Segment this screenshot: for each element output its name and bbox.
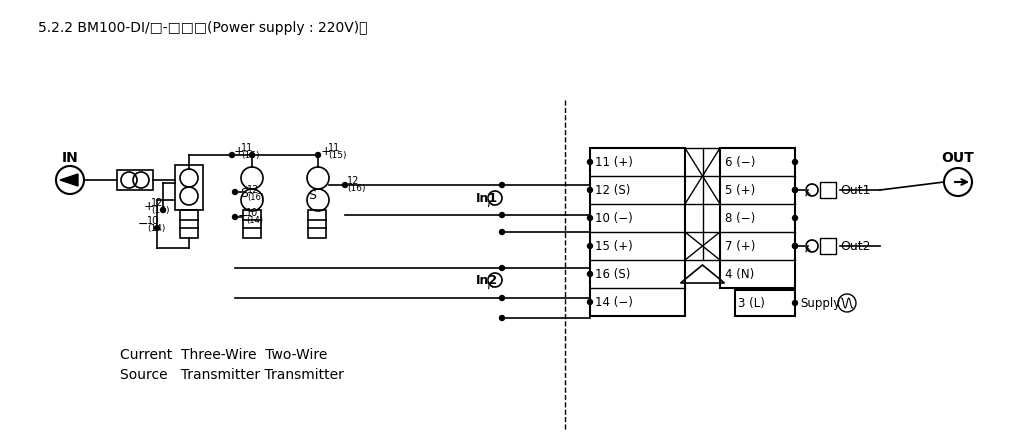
- Bar: [175, 165, 203, 210]
- Circle shape: [233, 215, 238, 220]
- Bar: [735, 290, 795, 316]
- Text: 7 (+): 7 (+): [725, 240, 756, 253]
- Bar: [308, 210, 326, 238]
- Circle shape: [792, 188, 797, 193]
- Bar: [820, 182, 836, 198]
- Text: S: S: [240, 186, 248, 199]
- Text: In2: In2: [476, 273, 498, 287]
- Circle shape: [499, 182, 504, 188]
- Text: OUT: OUT: [941, 151, 974, 165]
- Text: Out1: Out1: [840, 184, 871, 197]
- Text: Out2: Out2: [840, 240, 871, 253]
- Text: 5 (+): 5 (+): [725, 184, 756, 197]
- Text: +: +: [234, 145, 245, 158]
- Text: 12 (S): 12 (S): [595, 184, 630, 197]
- Circle shape: [499, 296, 504, 301]
- Text: 8 (−): 8 (−): [725, 211, 756, 224]
- Text: (14): (14): [147, 224, 165, 233]
- Polygon shape: [60, 174, 78, 186]
- Text: 10: 10: [246, 208, 258, 218]
- Text: (16): (16): [247, 193, 264, 202]
- Circle shape: [587, 271, 592, 276]
- Text: IN: IN: [61, 151, 79, 165]
- Circle shape: [154, 225, 159, 231]
- Bar: [820, 238, 836, 254]
- Text: (16): (16): [151, 206, 169, 215]
- Circle shape: [587, 300, 592, 305]
- Text: 10 (−): 10 (−): [595, 211, 633, 224]
- Circle shape: [160, 207, 165, 212]
- Text: (15): (15): [328, 151, 346, 159]
- Text: 14 (−): 14 (−): [595, 296, 633, 309]
- Text: 16 (S): 16 (S): [595, 267, 630, 280]
- Text: 12: 12: [247, 185, 259, 195]
- Circle shape: [587, 159, 592, 164]
- Bar: [720, 148, 795, 288]
- Circle shape: [249, 152, 254, 158]
- Circle shape: [587, 188, 592, 193]
- Circle shape: [499, 212, 504, 217]
- Circle shape: [499, 229, 504, 234]
- Text: 12: 12: [151, 198, 163, 208]
- Text: (16): (16): [347, 184, 366, 193]
- Text: 11: 11: [241, 143, 253, 153]
- Text: 6 (−): 6 (−): [725, 155, 756, 168]
- Circle shape: [792, 215, 797, 220]
- Text: (15): (15): [241, 151, 259, 159]
- Text: 3 (L): 3 (L): [738, 297, 765, 310]
- Bar: [590, 148, 685, 316]
- Text: Supply: Supply: [800, 297, 840, 310]
- Text: −: −: [238, 210, 248, 223]
- Text: In1: In1: [476, 191, 498, 204]
- Circle shape: [792, 159, 797, 164]
- Circle shape: [587, 244, 592, 249]
- Text: 11: 11: [328, 143, 340, 153]
- Circle shape: [499, 266, 504, 271]
- Circle shape: [499, 315, 504, 320]
- Circle shape: [315, 152, 321, 158]
- Text: 12: 12: [347, 176, 359, 186]
- Text: +: +: [321, 145, 332, 158]
- Text: −: −: [138, 217, 148, 231]
- Circle shape: [792, 244, 797, 249]
- Bar: [117, 170, 153, 190]
- Text: Source   Transmitter Transmitter: Source Transmitter Transmitter: [120, 368, 344, 382]
- Text: (14): (14): [246, 215, 263, 224]
- Text: 15 (+): 15 (+): [595, 240, 633, 253]
- Text: Current  Three-Wire  Two-Wire: Current Three-Wire Two-Wire: [120, 348, 328, 362]
- Circle shape: [342, 182, 347, 188]
- Circle shape: [230, 152, 235, 158]
- Text: 11 (+): 11 (+): [595, 155, 633, 168]
- Circle shape: [233, 190, 238, 194]
- Text: 5.2.2 BM100-DI/□-□□□(Power supply : 220V)：: 5.2.2 BM100-DI/□-□□□(Power supply : 220V…: [38, 21, 368, 35]
- Circle shape: [587, 215, 592, 220]
- Text: +: +: [144, 199, 154, 212]
- Circle shape: [792, 301, 797, 306]
- Text: 10: 10: [147, 216, 159, 226]
- Circle shape: [792, 188, 797, 193]
- Text: S: S: [308, 189, 317, 202]
- Bar: [243, 210, 261, 238]
- Text: 4 (N): 4 (N): [725, 267, 755, 280]
- Circle shape: [792, 244, 797, 249]
- Bar: [180, 210, 198, 238]
